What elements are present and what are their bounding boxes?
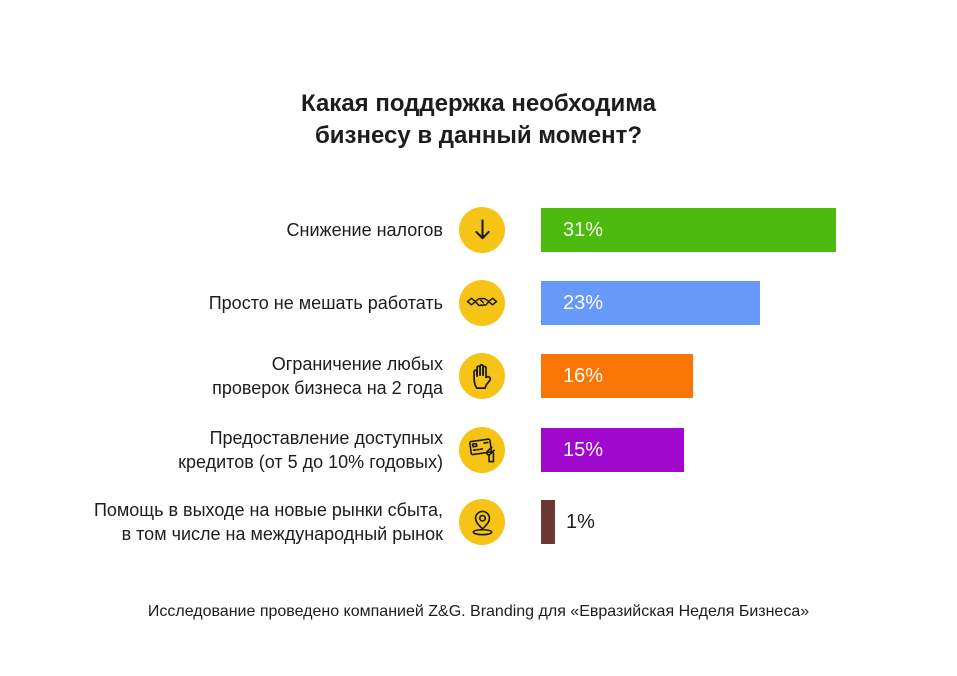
bar-value-label: 23% [563, 291, 604, 314]
chart-row-new-markets: Помощь в выходе на новые рынки сбыта, в … [0, 499, 957, 545]
category-label-line: проверок бизнеса на 2 года [212, 378, 443, 398]
bar-no-interference: 23% [541, 281, 760, 325]
category-label-line: Снижение налогов [286, 220, 443, 240]
source-note: Исследование проведено компанией Z&G. Br… [147, 603, 810, 620]
category-label-line: кредитов (от 5 до 10% годовых) [178, 452, 443, 472]
bar-track: 31% [541, 208, 836, 252]
category-label-line: Просто не мешать работать [208, 293, 443, 313]
bar-value-label: 16% [563, 364, 604, 387]
location-pin-icon [459, 499, 505, 545]
category-label-line: Предоставление доступных [209, 428, 443, 448]
chart-title: Какая поддержка необходима бизнесу в дан… [0, 88, 957, 152]
category-label-line: Ограничение любых [271, 354, 443, 374]
bar-value-label: 1% [566, 510, 595, 533]
chart-title-line1: Какая поддержка необходима [301, 90, 656, 117]
bar-track: 1% [541, 500, 595, 544]
chart-row-tax-reduction: Снижение налогов 31% [0, 207, 957, 253]
category-label-line: в том числе на международный рынок [121, 524, 443, 544]
category-label: Предоставление доступных кредитов (от 5 … [86, 428, 443, 472]
category-label: Ограничение любых проверок бизнеса на 2 … [86, 354, 443, 398]
bar-track: 16% [541, 354, 693, 398]
arrow-down-icon [459, 207, 505, 253]
bar-affordable-loans: 15% [541, 428, 684, 472]
category-label: Снижение налогов [86, 208, 443, 252]
chart-row-affordable-loans: Предоставление доступных кредитов (от 5 … [0, 427, 957, 473]
bar-new-markets [541, 500, 555, 544]
category-label-line: Помощь в выходе на новые рынки сбыта, [93, 500, 443, 520]
bar-value-label: 31% [563, 218, 604, 241]
category-label: Просто не мешать работать [86, 281, 443, 325]
chart-row-no-interference: Просто не мешать работать 23% [0, 280, 957, 326]
bar-track: 23% [541, 281, 760, 325]
chart-title-line2: бизнесу в данный момент? [314, 122, 643, 149]
bar-inspection-limit: 16% [541, 354, 693, 398]
stop-hand-icon [459, 353, 505, 399]
bar-tax-reduction: 31% [541, 208, 836, 252]
chart-row-inspection-limit: Ограничение любых проверок бизнеса на 2 … [0, 353, 957, 399]
category-label: Помощь в выходе на новые рынки сбыта, в … [86, 500, 443, 544]
credit-card-in-hand-icon [459, 427, 505, 473]
bar-value-label: 15% [563, 438, 604, 461]
bar-track: 15% [541, 428, 684, 472]
handshake-icon [459, 280, 505, 326]
